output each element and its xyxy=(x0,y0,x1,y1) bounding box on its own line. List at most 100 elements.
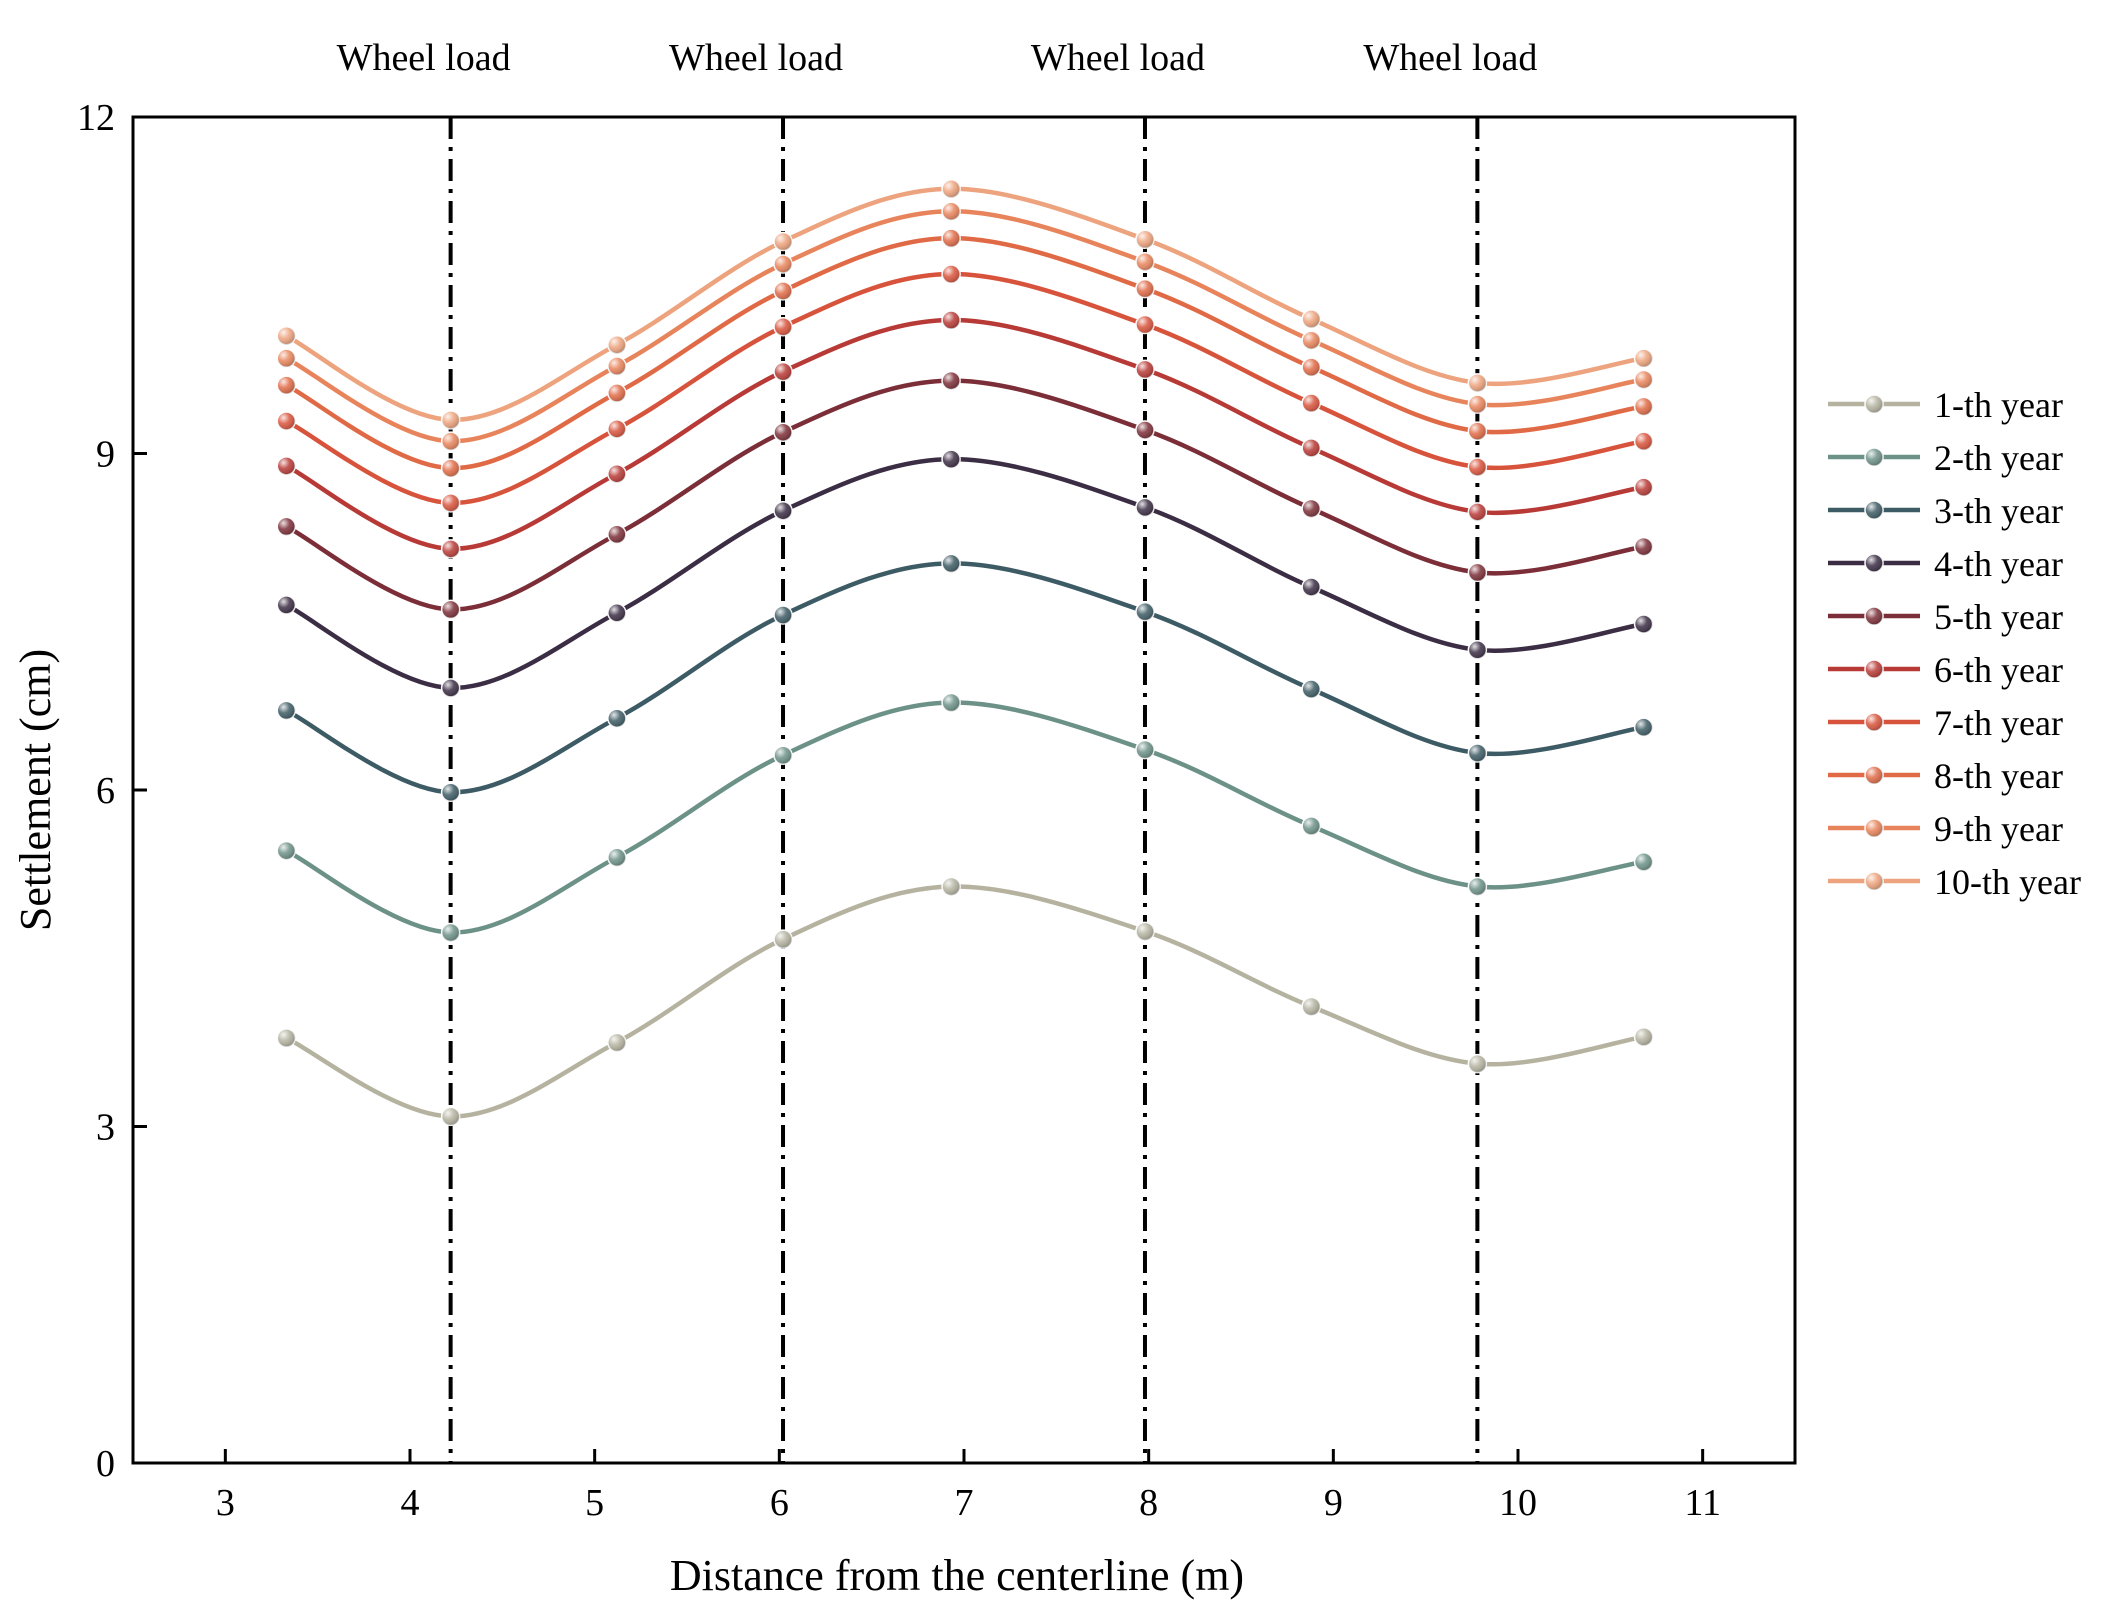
data-point-highlight xyxy=(277,326,296,345)
series-line xyxy=(284,700,1646,935)
data-point-highlight xyxy=(1865,448,1883,466)
x-tick-label: 6 xyxy=(770,1482,789,1524)
x-tick-label: 3 xyxy=(216,1482,235,1524)
series-line xyxy=(284,884,1646,1119)
data-point-highlight xyxy=(1302,331,1321,350)
data-point-highlight xyxy=(441,459,460,478)
data-point-highlight xyxy=(1468,743,1487,762)
data-point-highlight xyxy=(607,357,626,376)
data-point-highlight xyxy=(277,376,296,395)
data-point-highlight xyxy=(441,923,460,942)
series-line xyxy=(284,561,1646,795)
data-point-highlight xyxy=(607,464,626,483)
data-point-highlight xyxy=(1865,766,1883,784)
legend: 1-th year 2-th year 3-th year 4-th year 5-th… xyxy=(1828,385,2081,902)
data-point-highlight xyxy=(1135,315,1154,334)
data-point-highlight xyxy=(1865,501,1883,519)
data-point-highlight xyxy=(277,411,296,430)
data-point-highlight xyxy=(942,877,961,896)
y-tick-label: 9 xyxy=(96,434,115,476)
data-point-highlight xyxy=(774,362,793,381)
data-point-highlight xyxy=(1302,499,1321,518)
legend-label: 2-th year xyxy=(1934,438,2063,478)
data-point-highlight xyxy=(942,311,961,330)
data-point-highlight xyxy=(1865,607,1883,625)
legend-label: 10-th year xyxy=(1934,862,2081,902)
series-layer xyxy=(276,179,1654,1127)
legend-label: 5-th year xyxy=(1934,597,2063,637)
data-point-highlight xyxy=(1468,640,1487,659)
legend-label: 7-th year xyxy=(1934,703,2063,743)
x-tick-label: 7 xyxy=(955,1482,974,1524)
series-line xyxy=(284,186,1646,423)
data-point-highlight xyxy=(1468,457,1487,476)
data-point-highlight xyxy=(1634,349,1653,368)
series-line xyxy=(284,271,1646,506)
data-point-highlight xyxy=(1468,1054,1487,1073)
x-tick-label: 4 xyxy=(401,1482,420,1524)
y-tick-label: 6 xyxy=(96,770,115,812)
data-point-highlight xyxy=(774,232,793,251)
data-point-highlight xyxy=(277,349,296,368)
data-point-highlight xyxy=(607,525,626,544)
data-point-highlight xyxy=(277,1028,296,1047)
data-point-highlight xyxy=(1634,852,1653,871)
data-point-highlight xyxy=(607,1033,626,1052)
data-point-highlight xyxy=(1634,432,1653,451)
data-point-highlight xyxy=(607,709,626,728)
data-point-highlight xyxy=(1468,502,1487,521)
data-point-highlight xyxy=(607,335,626,354)
data-point-highlight xyxy=(942,202,961,221)
data-point-highlight xyxy=(1302,816,1321,835)
data-point-highlight xyxy=(1302,577,1321,596)
data-point-highlight xyxy=(1865,713,1883,731)
legend-label: 6-th year xyxy=(1934,650,2063,690)
data-point-highlight xyxy=(441,600,460,619)
data-point-highlight xyxy=(1302,358,1321,377)
data-point-highlight xyxy=(1135,230,1154,249)
data-point-highlight xyxy=(774,254,793,273)
legend-label: 9-th year xyxy=(1934,809,2063,849)
data-point-highlight xyxy=(441,493,460,512)
data-point-highlight xyxy=(774,746,793,765)
data-point-highlight xyxy=(942,179,961,198)
data-point-highlight xyxy=(607,603,626,622)
data-point-highlight xyxy=(774,501,793,520)
data-point-highlight xyxy=(1468,877,1487,896)
data-point-highlight xyxy=(1135,922,1154,941)
legend-label: 3-th year xyxy=(1934,491,2063,531)
data-point-highlight xyxy=(441,783,460,802)
data-point-highlight xyxy=(441,1107,460,1126)
series-line xyxy=(284,456,1646,691)
data-point-highlight xyxy=(1865,395,1883,413)
x-tick-label: 8 xyxy=(1139,1482,1158,1524)
data-point-highlight xyxy=(1135,279,1154,298)
data-point-highlight xyxy=(1302,394,1321,413)
data-point-highlight xyxy=(1468,563,1487,582)
x-tick-label: 11 xyxy=(1684,1482,1721,1524)
series-line xyxy=(284,208,1646,444)
data-point-highlight xyxy=(277,841,296,860)
legend-label: 4-th year xyxy=(1934,544,2063,584)
data-point-highlight xyxy=(607,848,626,867)
data-point-highlight xyxy=(1865,819,1883,837)
data-point-highlight xyxy=(1634,614,1653,633)
data-point-highlight xyxy=(774,281,793,300)
x-tick-label: 9 xyxy=(1324,1482,1343,1524)
data-point-highlight xyxy=(1302,438,1321,457)
data-point-highlight xyxy=(1634,537,1653,556)
data-point-highlight xyxy=(1634,718,1653,737)
data-point-highlight xyxy=(1865,660,1883,678)
data-point-highlight xyxy=(942,554,961,573)
wheel-load-label: Wheel load xyxy=(337,37,511,79)
y-axis-title: Settlement (cm) xyxy=(11,649,60,931)
x-tick-label: 10 xyxy=(1499,1482,1537,1524)
data-point-highlight xyxy=(441,410,460,429)
data-point-highlight xyxy=(277,701,296,720)
data-point-highlight xyxy=(1634,1027,1653,1046)
data-point-highlight xyxy=(1302,997,1321,1016)
data-point-highlight xyxy=(1135,740,1154,759)
data-point-highlight xyxy=(1468,422,1487,441)
data-point-highlight xyxy=(1302,680,1321,699)
